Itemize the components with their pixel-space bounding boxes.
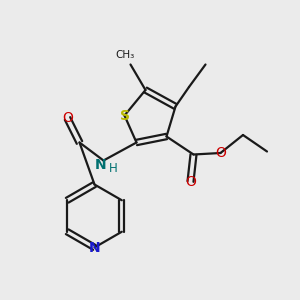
Text: O: O: [62, 112, 73, 125]
Text: N: N: [89, 241, 100, 254]
Text: S: S: [119, 109, 130, 122]
Text: H: H: [109, 162, 118, 175]
Text: N: N: [95, 158, 106, 172]
Text: CH₃: CH₃: [115, 50, 134, 61]
Text: O: O: [215, 146, 226, 160]
Text: O: O: [185, 175, 196, 188]
